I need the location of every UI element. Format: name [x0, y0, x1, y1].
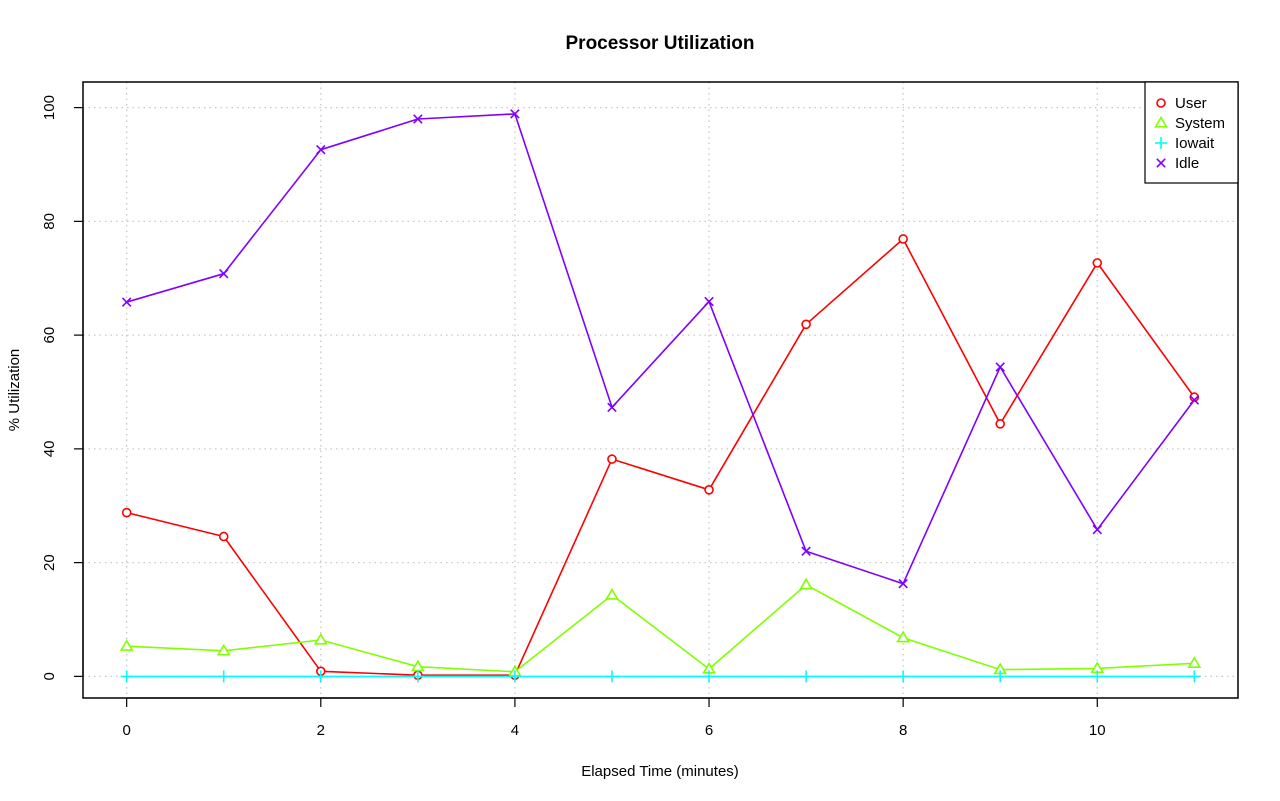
data-point-system-7	[799, 577, 813, 590]
data-point-idle-9	[995, 362, 1005, 372]
y-tick-label: 80	[41, 213, 58, 230]
data-point-user-9	[995, 419, 1006, 429]
y-axis: 0 20 40 60 80 100	[41, 95, 84, 681]
data-point-system-2	[313, 632, 328, 645]
data-point-iowait-7	[800, 670, 813, 683]
series-line-user	[126, 238, 1195, 676]
x-tick-label: 4	[511, 722, 519, 739]
legend-label-user: User	[1175, 95, 1207, 112]
legend-item-iowait: Iowait	[1155, 135, 1215, 152]
data-point-idle-8	[898, 578, 908, 589]
data-point-system-11	[1187, 656, 1202, 668]
series-layer	[119, 109, 1202, 683]
data-point-user-6	[704, 485, 714, 495]
data-point-user-5	[607, 454, 617, 464]
data-point-idle-4	[510, 109, 520, 119]
data-point-user-1	[218, 531, 229, 542]
series-iowait	[120, 670, 1201, 683]
legend-label-iowait: Iowait	[1175, 135, 1215, 152]
legend-marker-idle	[1156, 158, 1166, 168]
data-point-idle-5	[607, 402, 617, 413]
data-point-idle-2	[316, 144, 326, 155]
legend-label-system: System	[1175, 115, 1225, 132]
data-point-idle-6	[704, 296, 714, 307]
x-tick-label: 6	[705, 722, 713, 739]
data-point-idle-3	[413, 114, 423, 124]
legend-marker-iowait	[1155, 137, 1167, 149]
legend-marker-system	[1154, 115, 1168, 128]
data-point-iowait-2	[314, 670, 327, 683]
data-point-iowait-5	[605, 670, 618, 683]
y-tick-label: 0	[41, 672, 58, 680]
data-point-user-8	[898, 234, 908, 244]
grid-lines	[83, 82, 1238, 698]
x-tick-label: 0	[123, 722, 131, 739]
y-axis-label: % Utilization	[6, 349, 23, 432]
legend-item-idle: Idle	[1156, 155, 1199, 172]
data-point-idle-7	[801, 546, 811, 557]
data-point-iowait-3	[411, 670, 424, 683]
data-point-iowait-11	[1188, 670, 1201, 683]
data-point-idle-10	[1092, 524, 1103, 535]
data-point-system-1	[216, 643, 231, 656]
plot-frame	[82, 81, 1239, 699]
data-point-idle-1	[218, 268, 229, 279]
data-point-idle-11	[1189, 395, 1200, 405]
y-tick-label: 60	[41, 327, 58, 344]
data-point-iowait-10	[1091, 670, 1104, 683]
data-point-user-7	[801, 319, 811, 330]
data-point-system-5	[605, 587, 619, 600]
data-point-system-8	[896, 630, 911, 643]
x-axis: 0 2 4 6 8 10	[123, 697, 1106, 739]
legend-label-idle: Idle	[1175, 155, 1199, 172]
data-point-user-10	[1092, 258, 1103, 268]
data-point-system-0	[119, 639, 134, 651]
data-point-idle-0	[121, 297, 132, 307]
y-tick-label: 100	[41, 95, 58, 120]
series-user	[121, 234, 1200, 681]
data-point-iowait-8	[897, 670, 910, 683]
x-tick-label: 8	[899, 722, 907, 739]
x-axis-label: Elapsed Time (minutes)	[581, 763, 739, 780]
legend-item-system: System	[1154, 115, 1225, 132]
series-idle	[121, 109, 1200, 589]
series-line-idle	[126, 113, 1195, 585]
data-point-user-0	[121, 507, 132, 518]
y-tick-label: 40	[41, 441, 58, 458]
data-point-iowait-1	[217, 670, 230, 683]
legend-marker-user	[1156, 98, 1166, 108]
data-point-iowait-0	[120, 670, 133, 683]
series-system	[119, 577, 1202, 677]
x-tick-label: 10	[1089, 722, 1106, 739]
legend: User System Iowait Idle	[1144, 81, 1239, 184]
data-point-iowait-4	[508, 670, 521, 683]
series-line-system	[126, 584, 1195, 673]
chart-title: Processor Utilization	[566, 33, 755, 54]
data-point-iowait-6	[703, 670, 716, 683]
x-tick-label: 2	[317, 722, 325, 739]
legend-item-user: User	[1156, 95, 1207, 112]
data-point-iowait-9	[994, 670, 1007, 683]
y-tick-label: 20	[41, 554, 58, 571]
